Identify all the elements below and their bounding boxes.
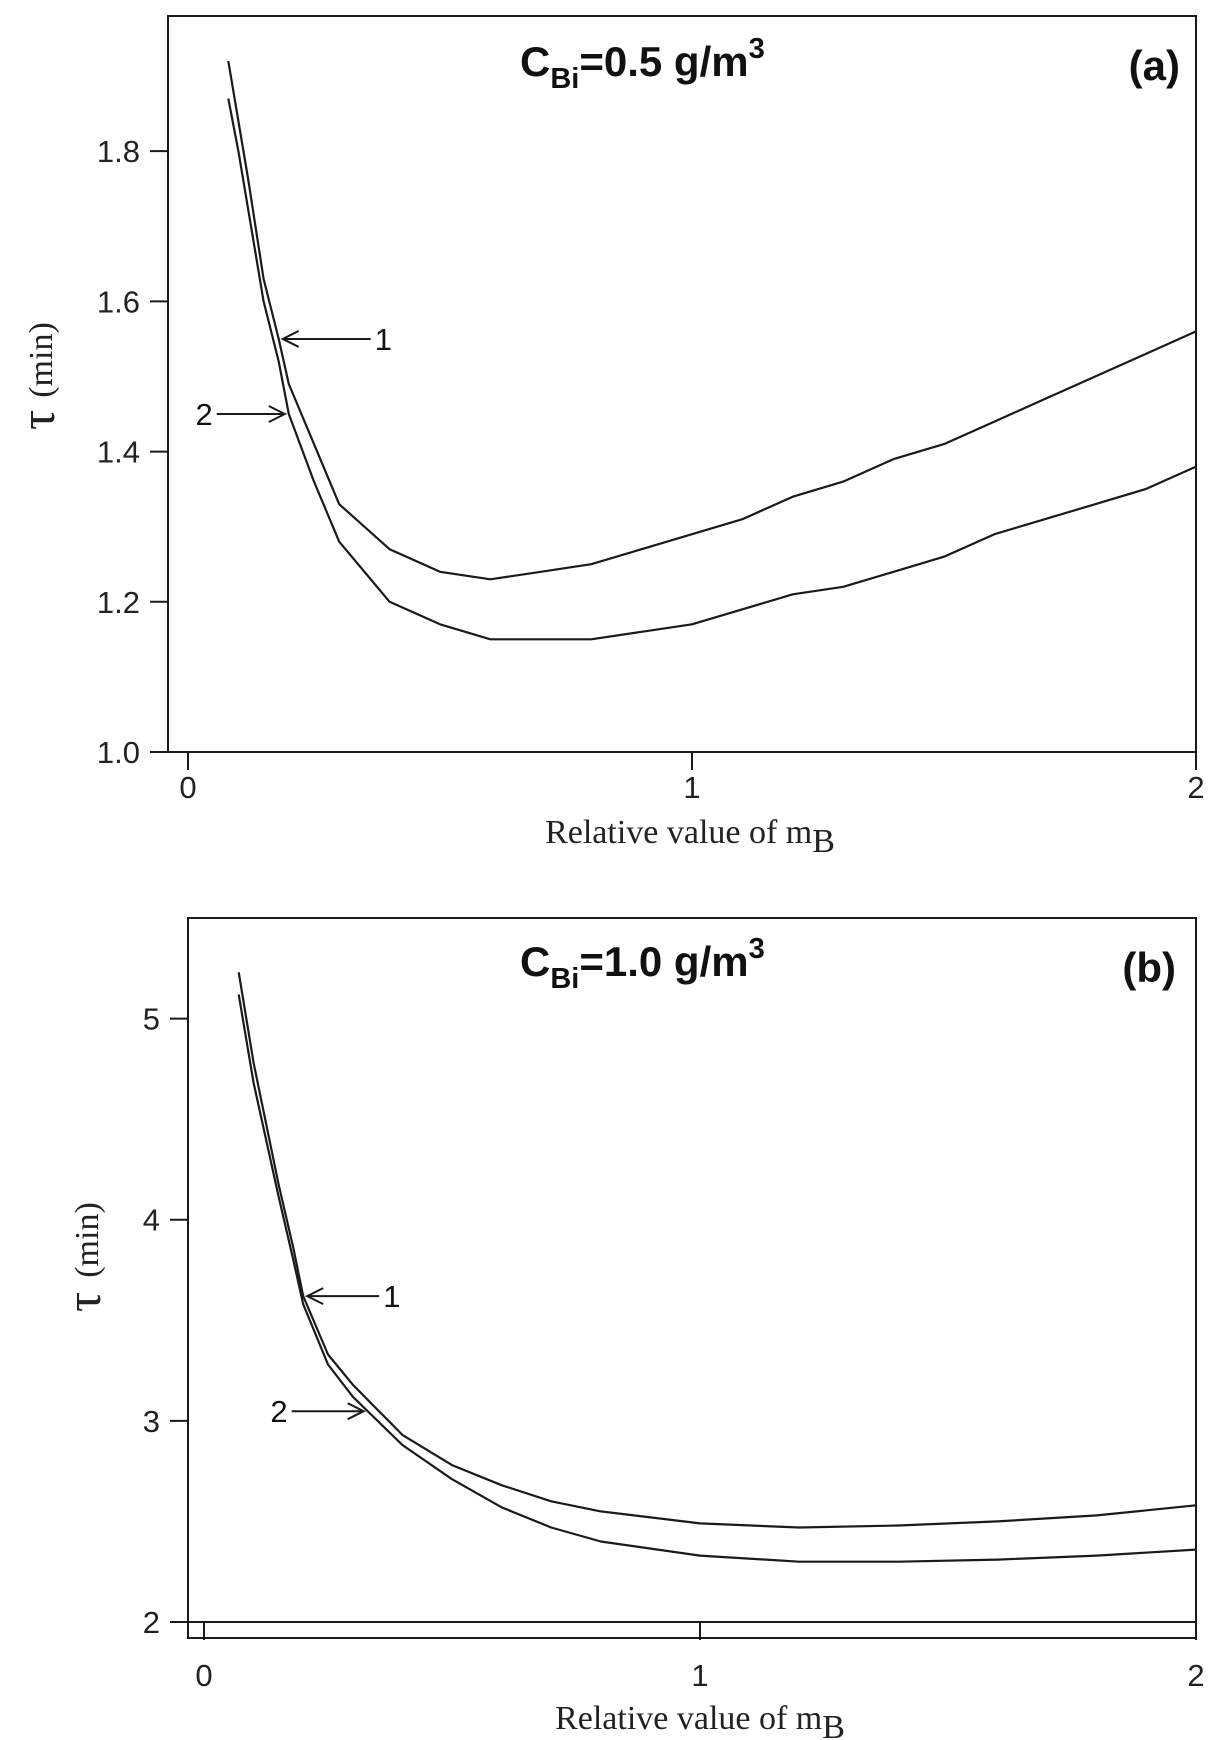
panel-b-curve-label-text: 2 [270,1394,287,1429]
panel-a-arrowhead-2 [268,405,288,423]
panel-a-arrowhead-1 [280,330,300,348]
panel-a-ticks: 0 1 21.01.21.41.61.8 [97,134,1205,805]
panel-b-y-tick-label: 3 [143,1404,160,1439]
panel-a-ylabel-symbol: τ [9,410,65,430]
panel-b-curve-label-text: 1 [383,1279,400,1314]
panel-b-ylabel-unit: (min) [69,1202,106,1278]
panel-b-annotations: 12 [270,1279,400,1429]
panel-a-ylabel-unit: (min) [23,322,60,398]
panel-b-x-tick-label: 0 [195,1658,212,1693]
panel-a-x-tick-label: 1 [683,770,700,805]
panel-a-tag: (a) [1129,42,1180,89]
panel-a-xlabel: Relative value of mB [545,814,835,860]
panel-a-annotations: 12 [196,322,392,432]
panel-a-y-tick-label: 1.0 [97,735,140,770]
panel-a-y-tick-label: 1.4 [97,435,140,470]
panel-b-curve-2 [237,994,1197,1563]
panel-b-frame [187,917,1197,1639]
panel-b-curve-label-2: 2 [270,1394,366,1429]
panel-a-y-tick-label: 1.2 [97,585,140,620]
panel-a-x-tick-label: 2 [1187,770,1204,805]
panel-a-curve-label-text: 1 [375,322,392,357]
panel-a-curve-2 [227,98,1197,641]
panel-a-curve-1 [227,60,1197,581]
panel-b-arrowhead-2 [347,1402,366,1421]
panel-b-curve-label-1: 1 [304,1279,400,1314]
panel-a-curve-label-text: 2 [196,397,213,432]
panel-a-curve-label-1: 1 [280,322,392,357]
panel-b-y-tick-label: 4 [143,1203,160,1238]
panel-b: CBi=1.0 g/m3 (b) τ (min) Relative value … [55,917,1205,1740]
panel-a-frame [167,15,1197,753]
panel-b-tag: (b) [1122,944,1176,991]
panel-a-curve-label-2: 2 [196,397,288,432]
panel-b-title: CBi=1.0 g/m3 [520,933,765,995]
panel-b-x-tick-label: 1 [691,1658,708,1693]
panel-a-curves [227,60,1197,641]
panel-b-curves [237,972,1197,1563]
panel-b-xlabel: Relative value of mB [555,1700,845,1740]
panel-b-curve-1 [237,972,1197,1529]
panel-b-arrowhead-1 [304,1287,324,1306]
panel-b-ylabel-symbol: τ [55,1292,111,1312]
panel-b-y-tick-label: 5 [143,1002,160,1037]
panel-a-y-tick-label: 1.6 [97,284,140,319]
panel-a-y-tick-label: 1.8 [97,134,140,169]
panel-b-x-tick-label: 2 [1187,1658,1204,1693]
panel-a-x-tick-label: 0 [179,770,196,805]
panel-a-title: CBi=0.5 g/m3 [520,33,765,95]
panel-b-y-tick-label: 2 [143,1605,160,1640]
panel-a: CBi=0.5 g/m3 (a) τ (min) Relative value … [9,15,1205,860]
